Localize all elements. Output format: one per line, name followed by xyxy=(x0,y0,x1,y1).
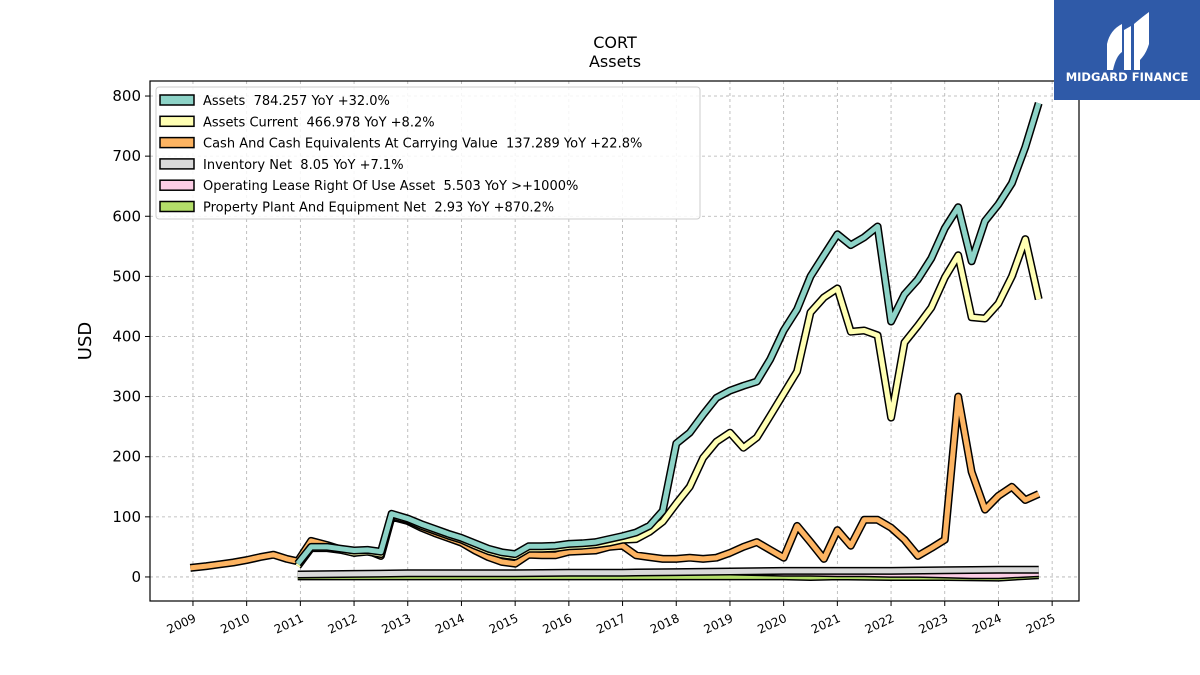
series-line-0 xyxy=(295,102,1042,566)
plot-frame xyxy=(149,80,1080,602)
y-tick-label: 800 xyxy=(112,87,141,105)
y-tick-label: 600 xyxy=(112,207,141,225)
y-tick-label: 100 xyxy=(112,508,141,526)
chart-subtitle: Assets xyxy=(589,52,641,71)
legend-label-2: Cash And Cash Equivalents At Carrying Va… xyxy=(203,137,642,152)
series-line-3 xyxy=(297,567,1039,577)
legend-label-5: Property Plant And Equipment Net 2.93 Yo… xyxy=(203,201,554,216)
legend-swatch-3 xyxy=(159,158,195,170)
legend-label-3: Inventory Net 8.05 YoY +7.1% xyxy=(203,158,404,173)
brand-logo: MIDGARD FINANCE xyxy=(1054,0,1200,100)
brand-name: MIDGARD FINANCE xyxy=(1066,70,1189,84)
chart-title: CORT xyxy=(593,33,637,52)
y-tick-label: 400 xyxy=(112,327,141,345)
brand-mark-icon xyxy=(1107,12,1149,70)
legend-swatch-5 xyxy=(159,200,195,213)
y-tick-label: 500 xyxy=(112,267,141,285)
legend-box xyxy=(155,86,701,220)
y-tick-label: 700 xyxy=(112,147,141,165)
legend-swatch-0 xyxy=(159,94,195,106)
y-axis-label: USD xyxy=(75,322,96,360)
legend-swatch-4 xyxy=(159,179,195,191)
legend-label-4: Operating Lease Right Of Use Asset 5.503… xyxy=(203,179,578,194)
y-tick-label: 300 xyxy=(112,388,141,406)
series-lines xyxy=(189,102,1043,582)
legend-label-1: Assets Current 466.978 YoY +8.2% xyxy=(203,115,435,130)
y-tick-label: 200 xyxy=(112,448,141,466)
y-tick-label: 0 xyxy=(131,568,141,586)
legend-swatch-1 xyxy=(159,115,195,128)
legend-swatch-2 xyxy=(159,136,195,149)
legend-label-0: Assets 784.257 YoY +32.0% xyxy=(203,94,390,109)
legend: Assets 784.257 YoY +32.0% Assets Current … xyxy=(155,86,701,220)
